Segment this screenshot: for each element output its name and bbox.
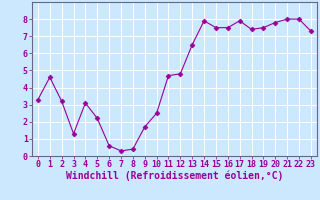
X-axis label: Windchill (Refroidissement éolien,°C): Windchill (Refroidissement éolien,°C)	[66, 171, 283, 181]
